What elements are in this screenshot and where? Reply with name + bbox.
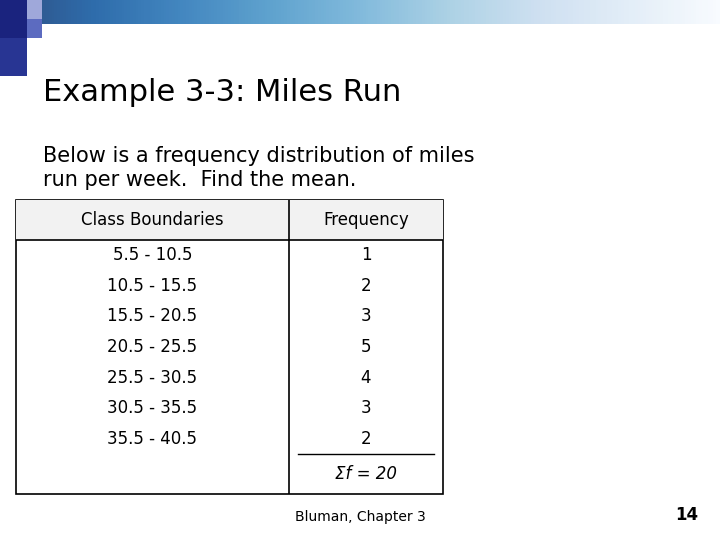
Text: 1: 1 [361, 246, 372, 264]
Bar [16, 200, 443, 240]
Text: Below is a frequency distribution of miles: Below is a frequency distribution of mil… [43, 146, 474, 166]
Text: Example 3-3: Miles Run: Example 3-3: Miles Run [43, 78, 402, 107]
Text: Class Boundaries: Class Boundaries [81, 211, 224, 228]
Text: Bluman, Chapter 3: Bluman, Chapter 3 [294, 510, 426, 524]
Text: 20.5 - 25.5: 20.5 - 25.5 [107, 338, 197, 356]
Text: 5.5 - 10.5: 5.5 - 10.5 [113, 246, 192, 264]
Text: 35.5 - 40.5: 35.5 - 40.5 [107, 430, 197, 448]
Text: 10.5 - 15.5: 10.5 - 15.5 [107, 276, 197, 294]
Text: run per week.  Find the mean.: run per week. Find the mean. [43, 170, 356, 190]
Text: 3: 3 [361, 400, 372, 417]
Text: 14: 14 [675, 506, 698, 524]
Text: 15.5 - 20.5: 15.5 - 20.5 [107, 307, 197, 325]
Text: 2: 2 [361, 276, 372, 294]
Text: Σf = 20: Σf = 20 [335, 465, 397, 483]
Text: 4: 4 [361, 369, 372, 387]
Text: 25.5 - 30.5: 25.5 - 30.5 [107, 369, 197, 387]
Text: 30.5 - 35.5: 30.5 - 35.5 [107, 400, 197, 417]
Text: 5: 5 [361, 338, 372, 356]
Text: 2: 2 [361, 430, 372, 448]
Text: 3: 3 [361, 307, 372, 325]
Text: Frequency: Frequency [323, 211, 409, 228]
